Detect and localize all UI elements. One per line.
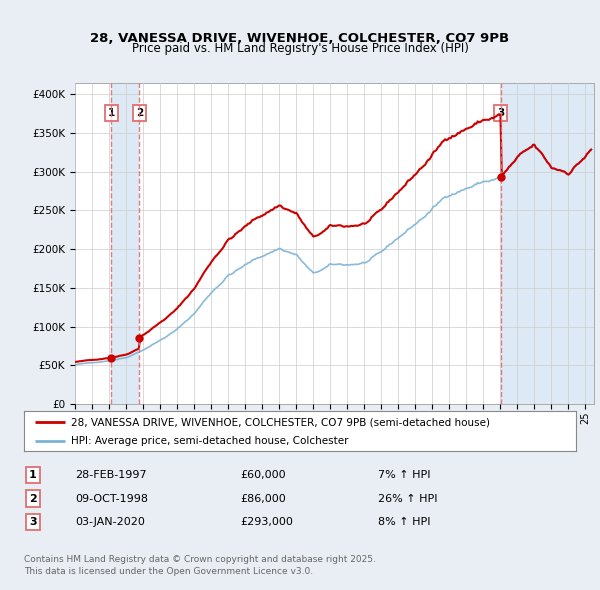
Text: 1: 1 — [107, 108, 115, 118]
Text: 7% ↑ HPI: 7% ↑ HPI — [378, 470, 431, 480]
Bar — [500, 83, 594, 404]
Text: Price paid vs. HM Land Registry's House Price Index (HPI): Price paid vs. HM Land Registry's House … — [131, 42, 469, 55]
Text: 09-OCT-1998: 09-OCT-1998 — [75, 494, 148, 503]
Text: £60,000: £60,000 — [240, 470, 286, 480]
Text: 2: 2 — [29, 494, 37, 503]
Text: 8% ↑ HPI: 8% ↑ HPI — [378, 517, 431, 527]
Text: 03-JAN-2020: 03-JAN-2020 — [75, 517, 145, 527]
Bar — [111, 83, 139, 404]
Text: HPI: Average price, semi-detached house, Colchester: HPI: Average price, semi-detached house,… — [71, 435, 349, 445]
Text: 28, VANESSA DRIVE, WIVENHOE, COLCHESTER, CO7 9PB (semi-detached house): 28, VANESSA DRIVE, WIVENHOE, COLCHESTER,… — [71, 417, 490, 427]
Text: 26% ↑ HPI: 26% ↑ HPI — [378, 494, 437, 503]
Text: 3: 3 — [497, 108, 504, 118]
Text: 1: 1 — [29, 470, 37, 480]
Text: 2: 2 — [136, 108, 143, 118]
Text: 28-FEB-1997: 28-FEB-1997 — [75, 470, 146, 480]
Text: 3: 3 — [29, 517, 37, 527]
Text: £86,000: £86,000 — [240, 494, 286, 503]
Text: Contains HM Land Registry data © Crown copyright and database right 2025.
This d: Contains HM Land Registry data © Crown c… — [24, 555, 376, 576]
Text: £293,000: £293,000 — [240, 517, 293, 527]
Text: 28, VANESSA DRIVE, WIVENHOE, COLCHESTER, CO7 9PB: 28, VANESSA DRIVE, WIVENHOE, COLCHESTER,… — [91, 32, 509, 45]
